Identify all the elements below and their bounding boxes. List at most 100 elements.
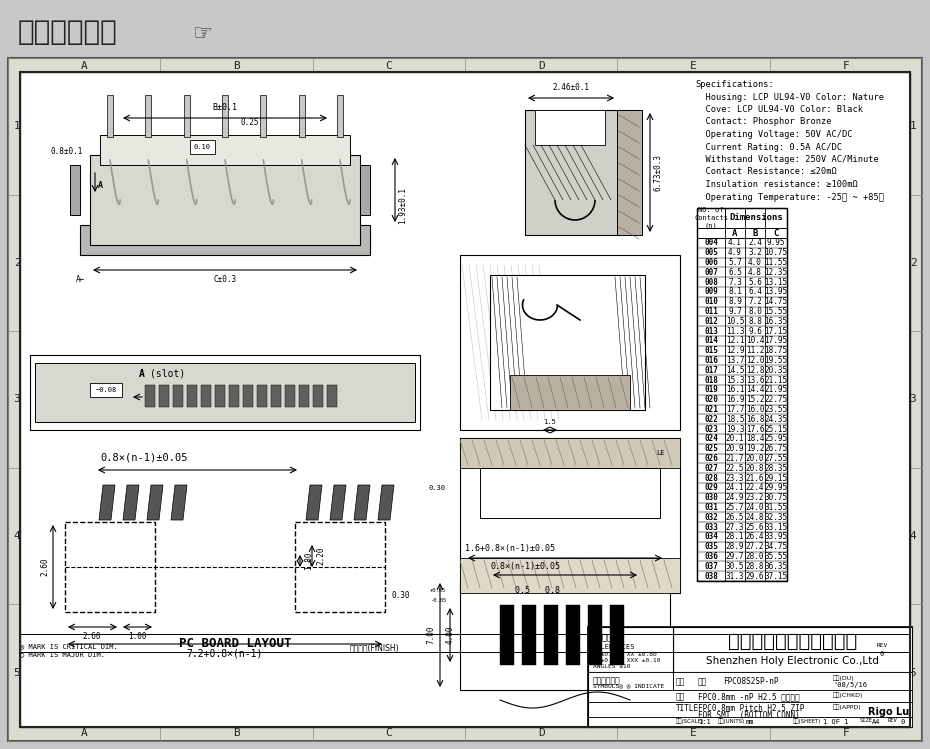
Bar [145, 95, 152, 137]
Text: 017: 017 [704, 366, 718, 374]
Bar [535, 110, 605, 145]
Text: 27.2: 27.2 [746, 542, 764, 551]
Text: 31.55: 31.55 [764, 503, 788, 512]
Text: 20.1: 20.1 [725, 434, 744, 443]
Text: 013: 013 [704, 327, 718, 336]
Bar [107, 95, 113, 137]
Text: 031: 031 [704, 503, 718, 512]
Text: 4.8: 4.8 [748, 268, 762, 277]
Bar [90, 383, 122, 397]
Text: 2.60: 2.60 [40, 558, 49, 576]
Text: 18.5: 18.5 [725, 415, 744, 424]
Text: FPCO8S2SP-nP: FPCO8S2SP-nP [723, 677, 778, 686]
Text: 007: 007 [704, 268, 718, 277]
Text: A: A [98, 181, 103, 189]
Text: B: B [752, 228, 758, 237]
Text: Contact Resistance: ≤20mΩ: Contact Resistance: ≤20mΩ [695, 168, 837, 177]
Text: 8.1: 8.1 [728, 288, 742, 297]
Bar [187, 385, 197, 407]
Text: 24.0: 24.0 [746, 503, 764, 512]
Bar [337, 95, 343, 137]
Bar [173, 385, 183, 407]
Text: 28.1: 28.1 [725, 533, 744, 542]
Text: 35.55: 35.55 [764, 552, 788, 561]
Bar [215, 385, 225, 407]
Bar [673, 672, 912, 690]
Text: 1.80: 1.80 [304, 552, 313, 570]
Text: Operating Voltage: 50V AC/DC: Operating Voltage: 50V AC/DC [695, 130, 853, 139]
Text: 1.6+0.8×(n-1)±0.05: 1.6+0.8×(n-1)±0.05 [465, 544, 555, 553]
Text: Shenzhen Holy Electronic Co.,Ltd: Shenzhen Holy Electronic Co.,Ltd [706, 656, 879, 666]
Text: 22.5: 22.5 [725, 464, 744, 473]
Text: 28.9: 28.9 [725, 542, 744, 551]
Text: C: C [385, 61, 392, 71]
Bar [299, 385, 309, 407]
Text: REV: REV [888, 718, 897, 723]
Text: 028: 028 [704, 473, 718, 482]
Text: 8.9: 8.9 [728, 297, 742, 306]
Text: 6.5: 6.5 [728, 268, 742, 277]
Bar [522, 605, 536, 665]
Text: Operating Temperature: -25℃ ~ +85℃: Operating Temperature: -25℃ ~ +85℃ [695, 192, 884, 201]
Text: 23.3: 23.3 [725, 473, 744, 482]
Text: X ±0.40  XX ±0.80: X ±0.40 XX ±0.80 [593, 652, 657, 657]
Text: 038: 038 [704, 571, 718, 580]
Bar [183, 95, 190, 137]
Text: 22.75: 22.75 [764, 395, 788, 404]
Text: 29.7: 29.7 [725, 552, 744, 561]
Text: C: C [385, 728, 392, 738]
Text: 29.6: 29.6 [746, 571, 764, 580]
Text: 7.3: 7.3 [728, 278, 742, 287]
Text: 21.95: 21.95 [764, 386, 788, 395]
Text: 2: 2 [910, 258, 916, 268]
Text: 033: 033 [704, 523, 718, 532]
Text: 10.75: 10.75 [764, 248, 788, 257]
Bar [260, 95, 266, 137]
Text: 17.95: 17.95 [764, 336, 788, 345]
Text: Cove: LCP UL94-V0 Color: Black: Cove: LCP UL94-V0 Color: Black [695, 105, 863, 114]
Bar [360, 165, 370, 215]
Text: 12.9: 12.9 [725, 346, 744, 355]
Text: C: C [774, 228, 778, 237]
Text: 13.95: 13.95 [764, 288, 788, 297]
Text: Insulation resistance: ≥100mΩ: Insulation resistance: ≥100mΩ [695, 180, 857, 189]
Text: 16.8: 16.8 [746, 415, 764, 424]
Text: FOR SMT  (BOTTOM CONN): FOR SMT (BOTTOM CONN) [698, 711, 800, 720]
Bar [460, 580, 670, 690]
Text: 20.9: 20.9 [725, 444, 744, 453]
Text: 8.8: 8.8 [748, 317, 762, 326]
Bar [490, 275, 645, 410]
Text: 0.25: 0.25 [241, 118, 259, 127]
Polygon shape [378, 485, 394, 520]
Text: C±0.3: C±0.3 [214, 275, 236, 284]
Text: 20.8: 20.8 [746, 464, 764, 473]
Text: 3: 3 [14, 395, 20, 404]
Text: Withstand Voltage: 250V AC/Minute: Withstand Voltage: 250V AC/Minute [695, 155, 879, 164]
Text: A4: A4 [872, 719, 881, 725]
Text: 2: 2 [14, 258, 20, 268]
Bar [65, 522, 155, 612]
Text: 12.8: 12.8 [746, 366, 764, 374]
Text: 5.7: 5.7 [728, 258, 742, 267]
Text: 表面处理(FINISH): 表面处理(FINISH) [350, 643, 400, 652]
Text: 21.7: 21.7 [725, 454, 744, 463]
Text: 4.1: 4.1 [728, 238, 742, 247]
Text: 0.10: 0.10 [193, 144, 210, 150]
Bar [70, 165, 80, 215]
Text: TOLERANCES: TOLERANCES [593, 644, 635, 650]
Bar [617, 110, 642, 235]
Text: 24.35: 24.35 [764, 415, 788, 424]
Text: E: E [690, 61, 697, 71]
Text: 005: 005 [704, 248, 718, 257]
Polygon shape [123, 485, 139, 520]
Bar [285, 385, 295, 407]
Text: 22.4: 22.4 [746, 483, 764, 492]
Bar [257, 385, 267, 407]
Text: 7.2: 7.2 [748, 297, 762, 306]
Bar [80, 225, 370, 255]
Text: 2.60: 2.60 [83, 632, 101, 641]
Bar [20, 72, 910, 727]
Text: 3: 3 [910, 395, 916, 404]
Text: 13.6: 13.6 [746, 375, 764, 384]
Text: A: A [140, 369, 145, 379]
